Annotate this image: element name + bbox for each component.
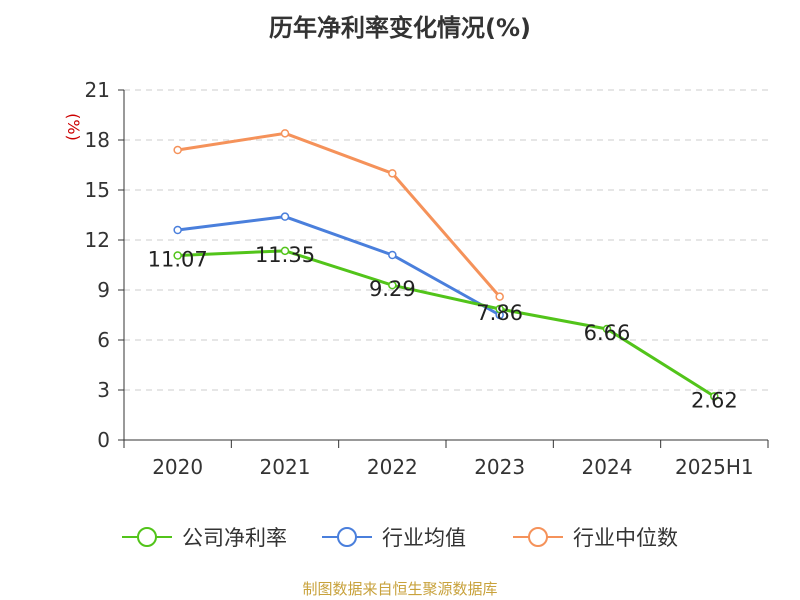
y-tick-label: 18 <box>85 128 110 152</box>
data-point <box>710 392 719 401</box>
x-tick-label: 2023 <box>474 455 525 479</box>
chart-title: 历年净利率变化情况(%) <box>269 14 531 42</box>
series-line <box>177 249 716 398</box>
y-tick-label: 9 <box>97 278 110 302</box>
y-tick-label: 0 <box>97 428 110 452</box>
data-point <box>280 129 290 138</box>
data-label: 11.07 <box>148 248 208 272</box>
x-tick-label: 2021 <box>260 455 311 479</box>
data-point <box>388 250 397 260</box>
legend-marker-icon <box>337 527 357 547</box>
legend[interactable]: 公司净利率 行业均值 行业中位数 <box>122 526 678 550</box>
source-note: 制图数据来自恒生聚源数据库 <box>302 580 498 598</box>
y-tick-label: 3 <box>97 378 110 402</box>
data-labels: 11.07 11.35 9.29 7.86 6.66 2.62 <box>148 243 738 413</box>
data-point <box>602 324 612 334</box>
series-line <box>177 131 501 298</box>
data-label: 2.62 <box>691 388 738 412</box>
y-tick-label: 6 <box>97 328 110 352</box>
data-point <box>173 225 182 235</box>
data-label: 9.29 <box>369 277 416 301</box>
legend-label: 行业中位数 <box>573 526 678 550</box>
data-label: 7.86 <box>476 301 523 325</box>
grid-lines <box>124 89 768 391</box>
data-label: 6.66 <box>584 321 631 345</box>
series <box>173 129 719 401</box>
x-tick-label: 2024 <box>582 455 633 479</box>
data-point <box>388 280 397 290</box>
legend-marker-icon <box>528 527 548 547</box>
data-point <box>280 246 290 256</box>
data-point <box>388 169 397 178</box>
data-point <box>280 212 290 221</box>
axes: (%) 0 3 6 9 12 15 18 21 2020 2021 2022 2023 2024 2025… <box>64 78 769 479</box>
data-point <box>495 304 504 314</box>
x-tick-label: 2025H1 <box>675 455 754 479</box>
legend-label: 行业均值 <box>382 526 466 550</box>
y-tick-label: 21 <box>85 78 110 102</box>
data-point <box>173 145 182 155</box>
legend-item[interactable]: 行业中位数 <box>513 526 678 550</box>
x-tick-label: 2020 <box>152 455 203 479</box>
series-line <box>177 215 501 317</box>
data-point <box>495 292 504 301</box>
x-tick-label: 2022 <box>367 455 418 479</box>
data-point <box>173 251 182 260</box>
y-tick-label: 12 <box>85 228 110 252</box>
legend-item[interactable]: 行业均值 <box>322 526 466 550</box>
y-tick-label: 15 <box>85 178 110 202</box>
y-axis-label: (%) <box>64 113 83 141</box>
legend-item[interactable]: 公司净利率 <box>122 526 287 550</box>
legend-label: 公司净利率 <box>182 526 287 550</box>
data-label: 11.35 <box>255 243 315 267</box>
legend-marker-icon <box>137 527 157 547</box>
